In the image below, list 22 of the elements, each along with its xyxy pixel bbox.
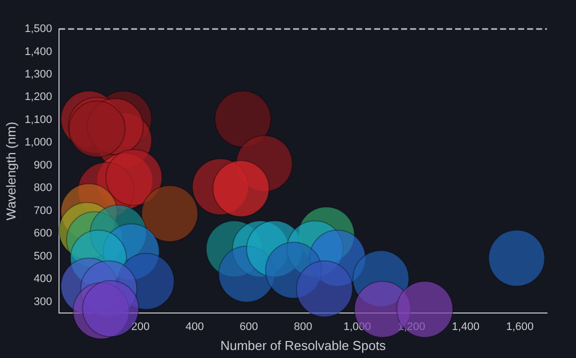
x-tick-label: 1,600 [506,320,534,333]
x-tick-label: 1,400 [452,320,480,333]
x-tick-label: 400 [185,320,204,333]
x-tick-label: 600 [240,320,258,333]
y-axis-title: Wavelength (nm) [3,122,18,220]
y-tick-label: 800 [34,182,52,194]
y-tick-label: 1,500 [24,23,52,36]
x-tick-label: 1,200 [398,320,426,333]
x-tick-label: 200 [131,320,150,333]
x-tick-label: 800 [294,320,312,333]
x-axis-title: Number of Resolvable Spots [220,338,386,353]
y-tick-label: 1,300 [24,68,52,81]
y-tick-label: 600 [34,228,52,240]
y-tick-label: 1,400 [24,46,52,58]
y-tick-label: 900 [34,159,52,172]
y-tick-label: 1,000 [24,136,52,149]
y-tick-label: 400 [34,273,52,286]
y-tick-label: 1,100 [24,114,52,126]
y-tick-label: 300 [34,296,52,308]
y-tick-label: 700 [34,204,52,217]
y-tick-label: 500 [34,250,52,262]
y-tick-label: 1,200 [24,91,52,104]
